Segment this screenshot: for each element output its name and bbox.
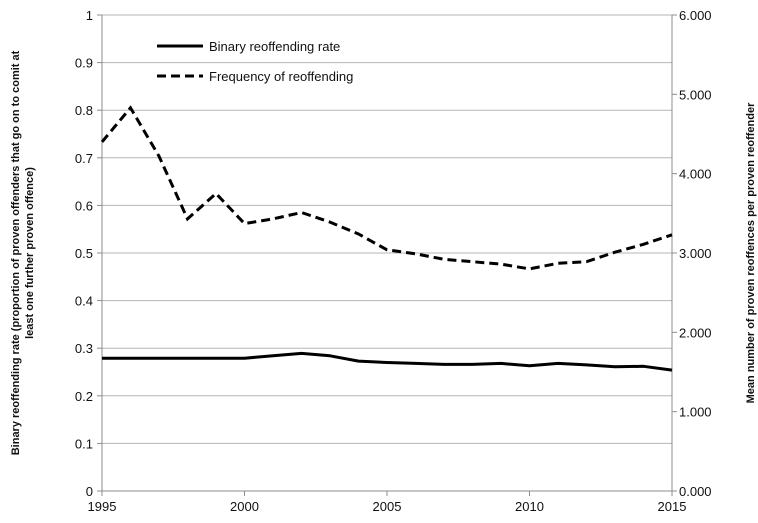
left-y-tick-label: 1 [86,8,93,23]
left-y-tick-labels: 0 0.1 0.2 0.3 0.4 0.5 0.6 0.7 0.8 0.9 1 [75,8,93,499]
x-tick-label: 2010 [515,499,544,514]
gridlines [102,14,672,492]
series-line-2 [100,105,673,271]
right-y-tick-label: 2.000 [679,325,712,340]
right-y-tick-label: 5.000 [679,87,712,102]
legend-label-1: Binary reoffending rate [209,39,340,54]
legend: Binary reoffending rate Frequency of reof… [157,39,353,84]
series-line-1 [102,351,673,372]
left-y-tick-label: 0.1 [75,436,93,451]
right-y-tick-label: 0.000 [679,484,712,499]
left-y-tick-label: 0.7 [75,151,93,166]
left-y-tick-label: 0 [86,484,93,499]
x-tick-label: 2015 [658,499,687,514]
series-lines [100,105,673,372]
x-tick-label: 2000 [230,499,259,514]
right-y-tick-label: 1.000 [679,405,712,420]
right-y-tick-label: 6.000 [679,8,712,23]
left-y-axis-label: Binary reoffending rate (proportion of p… [10,50,36,455]
left-y-axis-label-line: Binary reoffending rate (proportion of p… [10,50,22,455]
left-y-tick-label: 0.8 [75,103,93,118]
left-y-tick-label: 0.6 [75,198,93,213]
axes [97,14,677,496]
x-tick-labels: 1995 2000 2005 2010 2015 [88,499,687,514]
right-y-tick-label: 4.000 [679,167,712,182]
left-y-tick-label: 0.2 [75,389,93,404]
left-y-tick-label: 0.5 [75,246,93,261]
x-tick-label: 2005 [373,499,402,514]
right-y-tick-label: 3.000 [679,246,712,261]
x-tick-label: 1995 [88,499,117,514]
left-y-tick-label: 0.3 [75,341,93,356]
legend-label-2: Frequency of reoffending [209,69,353,84]
right-y-tick-labels: 0.000 1.000 2.000 3.000 4.000 5.000 6.000 [679,8,712,499]
right-y-axis-label: Mean number of proven reoffences per pro… [745,102,757,403]
left-y-tick-label: 0.4 [75,294,93,309]
left-y-tick-label: 0.9 [75,56,93,71]
left-y-axis-label-line: least one further proven offence) [24,167,36,339]
